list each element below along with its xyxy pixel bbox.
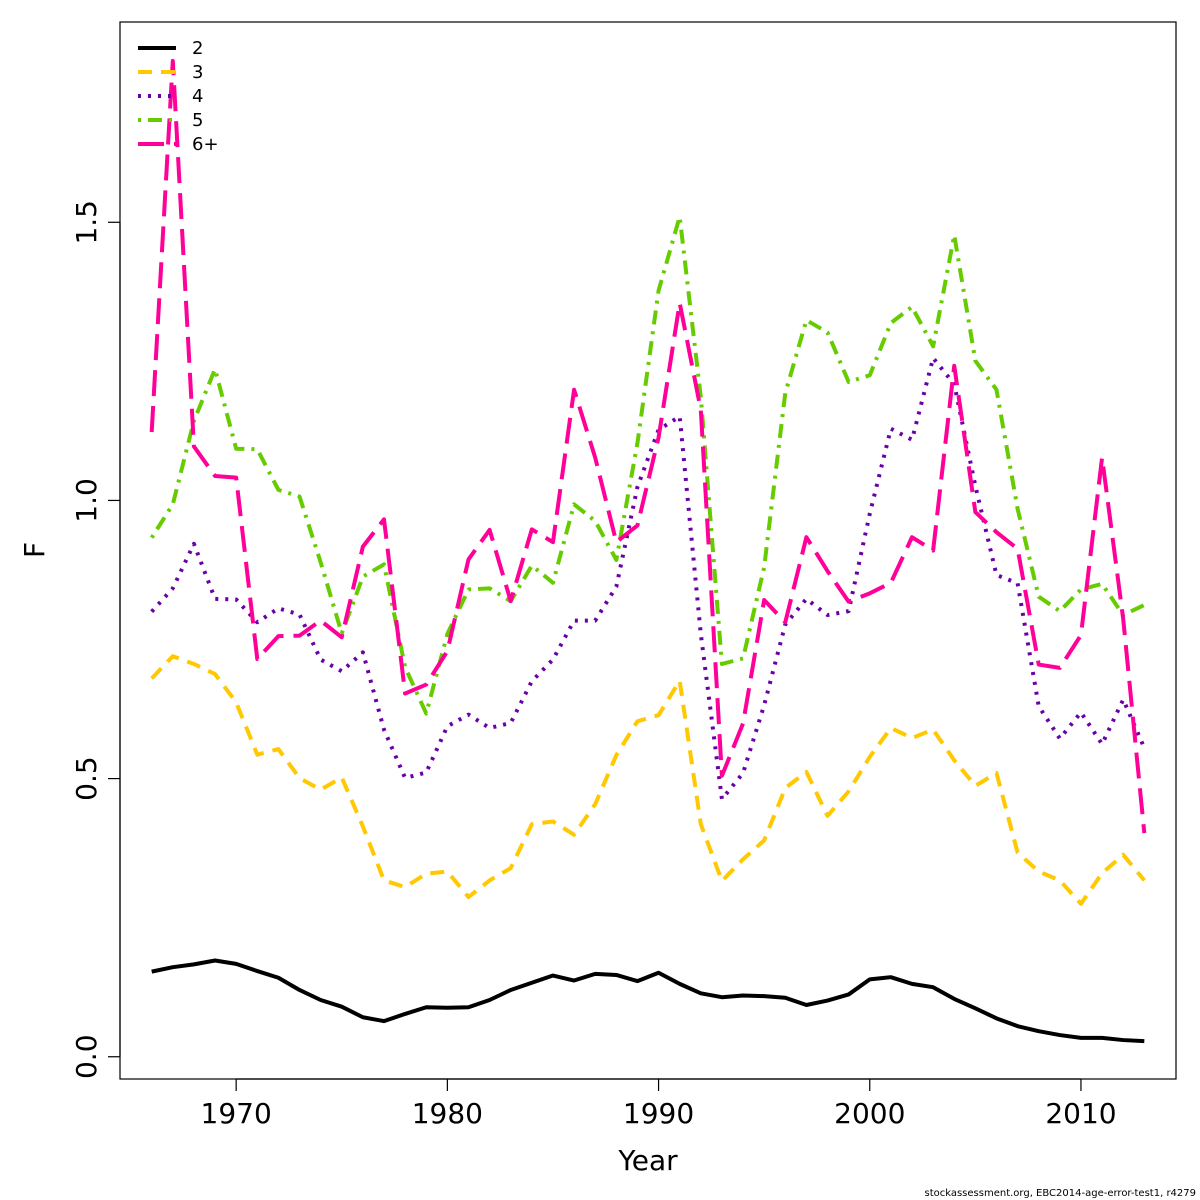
series-layer [149, 58, 1147, 1044]
series-line-5 [149, 214, 1146, 716]
series-line-6plus [149, 58, 1147, 834]
y-axis: 0.0 0.5 1.0 1.5 [70, 200, 121, 1079]
x-tick-label: 1980 [412, 1097, 483, 1130]
footer-note: stockassessment.org, EBC2014-age-error-t… [924, 1188, 1196, 1199]
x-axis-title: Year [617, 1144, 678, 1177]
x-tick-label: 1970 [201, 1097, 272, 1130]
x-tick-label: 2000 [834, 1097, 905, 1130]
y-tick-label: 1.5 [70, 200, 103, 245]
legend-label: 2 [192, 38, 203, 59]
x-tick-label: 2010 [1045, 1097, 1116, 1130]
x-axis: 1970 1980 1990 2000 2010 [201, 1078, 1117, 1130]
plot-frame [119, 21, 1177, 1080]
series-line-4 [150, 356, 1147, 802]
legend-label: 5 [192, 110, 203, 131]
legend-label: 3 [192, 62, 203, 83]
y-axis-title: F [18, 542, 51, 558]
legend-label: 4 [192, 86, 203, 107]
x-tick-label: 1990 [623, 1097, 694, 1130]
legend: 2 3 4 5 6+ [138, 38, 219, 155]
y-tick-label: 0.5 [70, 756, 103, 801]
series-line-2 [151, 958, 1145, 1044]
y-tick-label: 1.0 [70, 478, 103, 523]
legend-label: 6+ [192, 134, 219, 155]
y-tick-label: 0.0 [70, 1034, 103, 1079]
series-line-3 [150, 654, 1146, 906]
